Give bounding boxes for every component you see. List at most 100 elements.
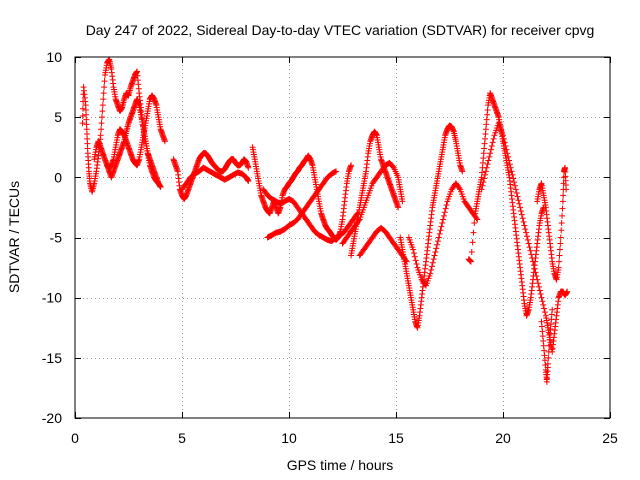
data-point-marker xyxy=(532,269,539,276)
data-point-marker xyxy=(541,309,548,316)
data-point-marker xyxy=(511,179,518,186)
series-track-l xyxy=(397,122,466,331)
data-point-marker xyxy=(478,186,485,193)
data-point-marker xyxy=(559,212,566,219)
data-point-marker xyxy=(428,266,435,273)
data-point-marker xyxy=(546,336,553,343)
data-point-marker xyxy=(507,164,514,171)
data-point-marker xyxy=(437,227,444,234)
series-track-p xyxy=(534,164,570,283)
data-point-marker xyxy=(506,161,513,168)
data-point-marker xyxy=(99,108,106,115)
data-point-marker xyxy=(480,179,487,186)
data-point-marker xyxy=(245,177,252,184)
data-point-marker xyxy=(527,247,534,254)
y-tick-label: -10 xyxy=(42,290,62,306)
series-track-h xyxy=(264,168,340,241)
data-point-marker xyxy=(442,205,449,212)
data-point-marker xyxy=(161,138,168,145)
data-point-marker xyxy=(559,205,566,212)
data-point-marker xyxy=(501,139,508,146)
data-point-marker xyxy=(482,168,489,175)
data-point-marker xyxy=(518,211,525,218)
data-point-marker xyxy=(467,258,474,265)
data-point-marker xyxy=(459,168,466,175)
data-point-marker xyxy=(489,139,496,146)
data-point-marker xyxy=(528,251,535,258)
data-point-marker xyxy=(471,220,478,227)
data-point-marker xyxy=(556,258,563,265)
grid-lines xyxy=(75,57,610,418)
data-point-marker xyxy=(504,150,511,157)
data-point-marker xyxy=(440,212,447,219)
y-tick-label: -20 xyxy=(42,410,62,426)
series-track-f xyxy=(249,144,355,243)
series-track-n xyxy=(465,90,547,319)
data-point-marker xyxy=(440,216,447,223)
data-point-marker xyxy=(505,153,512,160)
series-track-o xyxy=(478,120,571,355)
x-tick-label: 20 xyxy=(495,430,511,446)
data-point-marker xyxy=(523,229,530,236)
data-point-marker xyxy=(97,132,104,139)
data-point-marker xyxy=(433,245,440,252)
data-point-marker xyxy=(533,273,540,280)
data-point-marker xyxy=(517,208,524,215)
data-point-marker xyxy=(560,192,567,199)
data-point-marker xyxy=(410,250,417,257)
data-point-marker xyxy=(541,305,548,312)
data-point-marker xyxy=(470,229,477,236)
series-track-m xyxy=(405,180,481,289)
data-point-marker xyxy=(98,120,105,127)
data-point-marker xyxy=(490,135,497,142)
data-point-marker xyxy=(436,230,443,237)
data-point-marker xyxy=(557,234,564,241)
chart-title: Day 247 of 2022, Sidereal Day-to-day VTE… xyxy=(86,22,595,38)
data-point-marker xyxy=(545,348,552,355)
axis-ticks xyxy=(75,57,611,419)
data-point-marker xyxy=(428,263,435,270)
data-point-marker xyxy=(157,183,164,190)
data-point-marker xyxy=(524,236,531,243)
data-point-marker xyxy=(559,198,566,205)
data-point-marker xyxy=(539,298,546,305)
plot-frame xyxy=(74,56,611,419)
y-tick-label: -15 xyxy=(42,350,62,366)
data-point-marker xyxy=(100,96,107,103)
data-point-marker xyxy=(410,246,417,253)
data-point-marker xyxy=(487,150,494,157)
data-point-marker xyxy=(395,204,402,211)
data-point-marker xyxy=(509,171,516,178)
data-point-marker xyxy=(517,204,524,211)
x-tick-labels: 0 5 10 15 20 25 xyxy=(71,430,618,446)
data-point-marker xyxy=(546,342,553,349)
data-point-marker xyxy=(514,193,521,200)
data-point-marker xyxy=(557,240,564,247)
data-point-marker xyxy=(526,244,533,251)
y-tick-labels: -20 -15 -10 -5 0 5 10 xyxy=(42,49,62,426)
data-point-marker xyxy=(522,226,529,233)
data-point-marker xyxy=(540,301,547,308)
data-point-marker xyxy=(439,220,446,227)
data-point-marker xyxy=(79,112,86,119)
data-point-marker xyxy=(545,354,552,361)
data-point-marker xyxy=(355,217,362,224)
data-point-marker xyxy=(245,164,252,171)
y-tick-label: 10 xyxy=(46,49,62,65)
data-point-marker xyxy=(531,265,538,272)
data-point-marker xyxy=(434,238,441,245)
data-point-marker xyxy=(101,78,108,85)
data-point-marker xyxy=(520,218,527,225)
data-point-marker xyxy=(438,223,445,230)
data-point-marker xyxy=(413,260,420,267)
data-point-marker xyxy=(427,270,434,277)
data-point-marker xyxy=(479,182,486,189)
data-point-marker xyxy=(510,175,517,182)
data-point-marker xyxy=(519,215,526,222)
x-tick-label: 15 xyxy=(388,430,404,446)
data-point-marker xyxy=(521,222,528,229)
x-axis-title: GPS time / hours xyxy=(287,457,394,473)
data-point-marker xyxy=(101,84,108,91)
data-point-marker xyxy=(549,306,556,313)
